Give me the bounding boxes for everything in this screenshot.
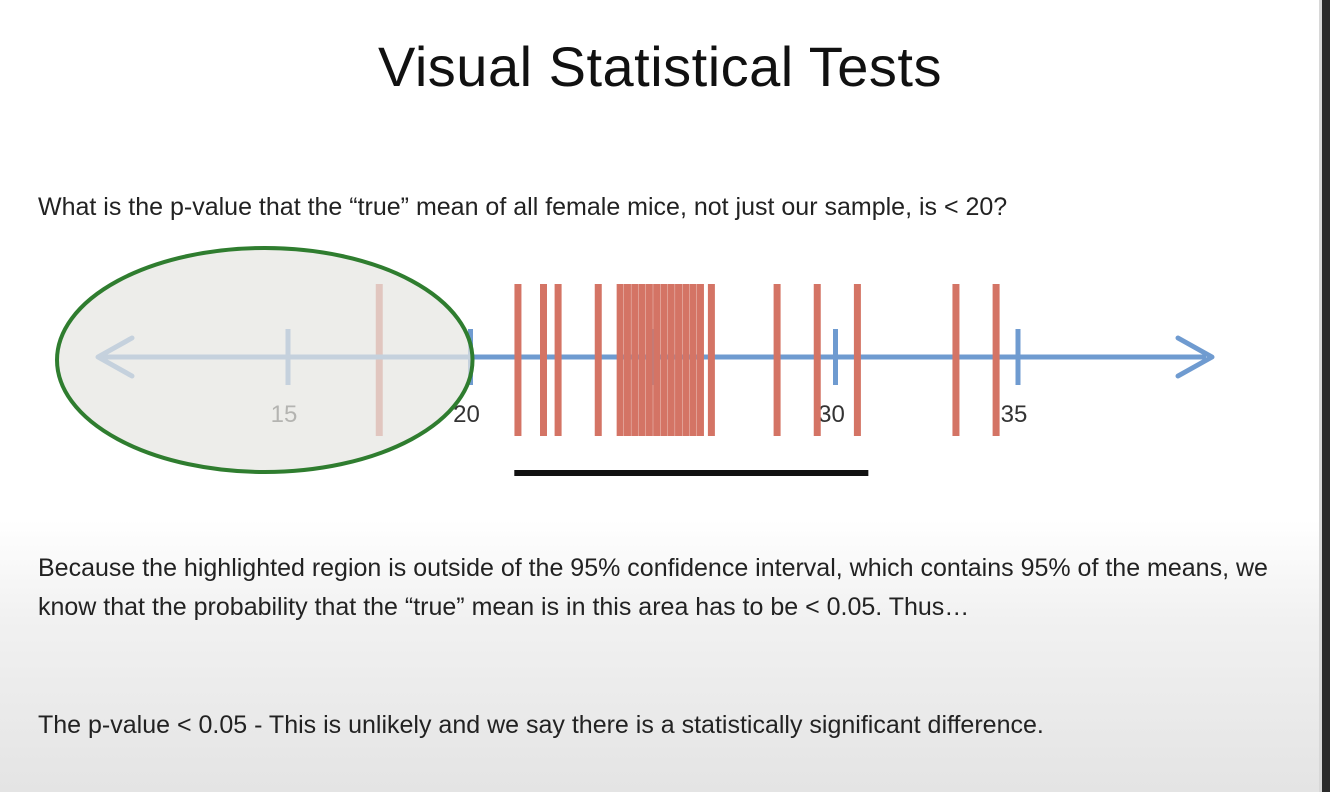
highlighted-region bbox=[55, 246, 475, 474]
slide-title: Visual Statistical Tests bbox=[378, 35, 942, 98]
highlight-ellipse bbox=[55, 246, 475, 474]
question-text: What is the p-value that the “true” mean… bbox=[38, 193, 1008, 221]
tick-label: 20 bbox=[453, 401, 480, 428]
conclusion-paragraph: The p-value < 0.05 - This is unlikely an… bbox=[38, 711, 1044, 739]
sample-means bbox=[514, 284, 1000, 436]
number-line-figure: 15203035 bbox=[55, 246, 1215, 476]
tick-label: 35 bbox=[1001, 401, 1028, 428]
slide-edge-highlight bbox=[1319, 0, 1322, 792]
tick-label: 30 bbox=[818, 401, 845, 428]
slide-edge bbox=[1322, 0, 1330, 792]
explanation-paragraph: Because the highlighted region is outsid… bbox=[38, 554, 1268, 621]
axis-arrow-right bbox=[1175, 335, 1215, 379]
